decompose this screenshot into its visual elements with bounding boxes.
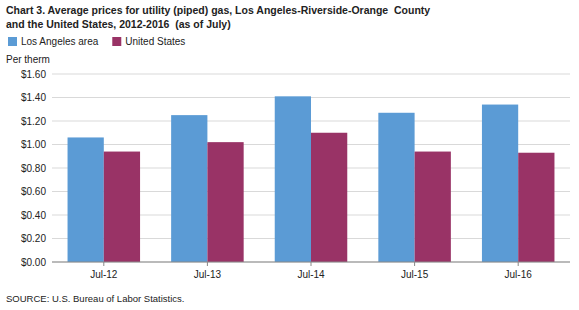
bar	[104, 152, 140, 262]
legend-swatch	[112, 37, 121, 46]
y-axis: $0.00 $0.20 $0.40 $0.60 $0.80 $1.00 $1.20 $1.40…	[21, 69, 46, 268]
y-tick-label: $0.00	[21, 257, 46, 268]
chart: Chart 3. Average prices for utility (pip…	[0, 0, 579, 310]
y-tick-label: $0.20	[21, 233, 46, 244]
legend-label: United States	[125, 36, 185, 47]
bar	[311, 133, 347, 262]
bar	[415, 152, 451, 262]
x-tick	[103, 262, 104, 266]
y-tick-label: $0.40	[21, 210, 46, 221]
x-tick	[414, 262, 415, 266]
x-tick	[207, 262, 208, 266]
bar	[482, 105, 518, 262]
bar	[171, 115, 207, 262]
y-tick-label: $0.80	[21, 163, 46, 174]
subtitle: and the United States, 2012-2016 (as of …	[6, 18, 231, 30]
x-tick	[518, 262, 519, 266]
source-note: SOURCE: U.S. Bureau of Labor Statistics.	[6, 293, 184, 304]
legend-swatch	[8, 37, 17, 46]
legend-label: Los Angeles area	[21, 36, 99, 47]
bar	[275, 96, 311, 262]
y-tick-label: $1.40	[21, 92, 46, 103]
title: Chart 3. Average prices for utility (pip…	[6, 4, 430, 16]
x-tick	[311, 262, 312, 266]
x-tick-label: Jul-16	[505, 269, 533, 280]
y-tick-label: $1.60	[21, 69, 46, 80]
y-tick-label: $0.60	[21, 186, 46, 197]
bar	[518, 153, 554, 262]
legend: Los Angeles area United States	[8, 36, 185, 47]
x-tick-label: Jul-14	[297, 269, 325, 280]
y-tick-label: $1.00	[21, 139, 46, 150]
bars	[68, 96, 555, 262]
x-tick-label: Jul-12	[90, 269, 118, 280]
bar	[378, 113, 414, 262]
x-tick-label: Jul-13	[194, 269, 222, 280]
grid-line	[52, 74, 570, 75]
x-tick-label: Jul-15	[401, 269, 429, 280]
grid	[52, 74, 570, 262]
x-axis: Jul-12 Jul-13 Jul-14 Jul-15 Jul-16	[52, 262, 570, 280]
y-axis-label: Per therm	[6, 54, 50, 65]
bar	[68, 137, 104, 262]
bar	[207, 142, 243, 262]
y-tick-label: $1.20	[21, 116, 46, 127]
